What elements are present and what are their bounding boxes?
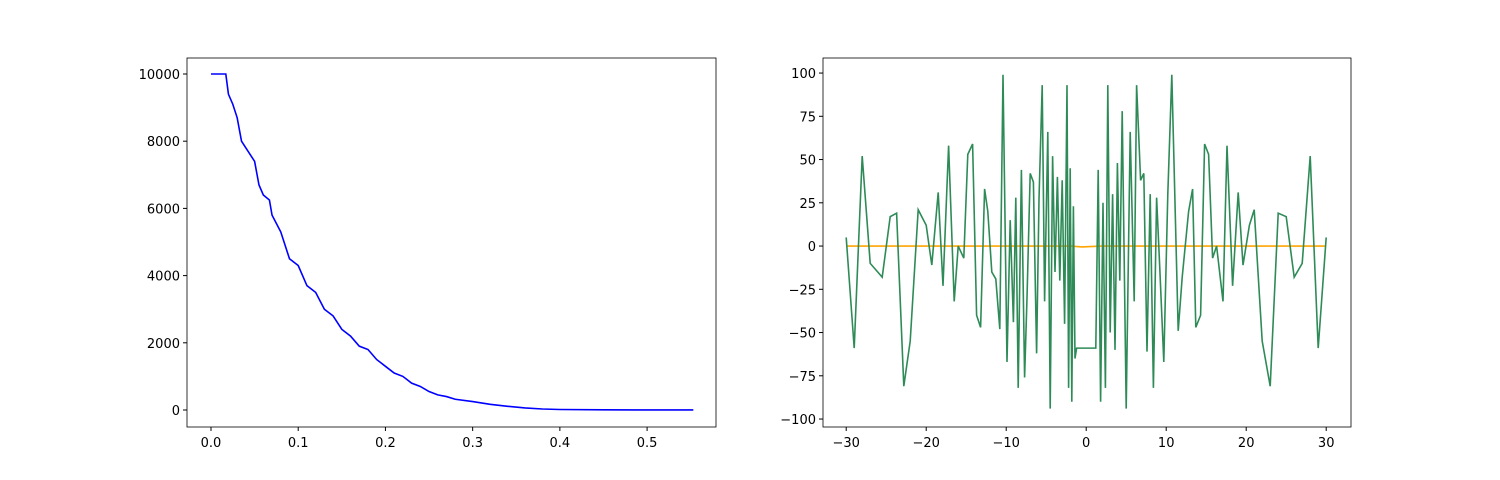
x-tick-label: −10 xyxy=(992,436,1019,451)
y-tick-label: 25 xyxy=(799,197,816,212)
x-tick-label: 30 xyxy=(1318,436,1335,451)
data-line xyxy=(210,73,694,411)
y-tick-label: 75 xyxy=(799,110,816,125)
axes-frame xyxy=(186,57,717,428)
y-tick-label: −75 xyxy=(789,370,816,385)
y-tick-label: 4000 xyxy=(147,270,180,285)
y-tick-label: 8000 xyxy=(147,135,180,150)
y-tick-label: −100 xyxy=(780,413,816,428)
y-tick-label: 50 xyxy=(799,154,816,169)
y-tick-label: 100 xyxy=(791,67,816,82)
y-tick-label: 6000 xyxy=(147,202,180,217)
x-tick-label: −30 xyxy=(832,436,859,451)
y-tick-label: −25 xyxy=(789,283,816,298)
x-tick-label: 0.3 xyxy=(462,436,483,451)
axes-frame xyxy=(822,57,1352,428)
y-tick-label: 10000 xyxy=(139,68,180,83)
x-tick-label: 0.4 xyxy=(550,436,571,451)
y-tick-label: 2000 xyxy=(147,337,180,352)
x-tick-label: 20 xyxy=(1238,436,1255,451)
y-tick-label: −50 xyxy=(789,327,816,342)
x-tick-label: 0.0 xyxy=(201,436,222,451)
x-tick-label: 0.2 xyxy=(375,436,396,451)
x-tick-label: −20 xyxy=(912,436,939,451)
x-tick-label: 10 xyxy=(1158,436,1175,451)
y-tick-label: 0 xyxy=(172,404,180,419)
x-tick-label: 0.5 xyxy=(637,436,658,451)
x-tick-label: 0 xyxy=(1082,436,1090,451)
x-tick-label: 0.1 xyxy=(288,436,309,451)
data-line xyxy=(845,74,1327,409)
y-tick-label: 0 xyxy=(808,240,816,255)
data-line xyxy=(846,245,1327,248)
